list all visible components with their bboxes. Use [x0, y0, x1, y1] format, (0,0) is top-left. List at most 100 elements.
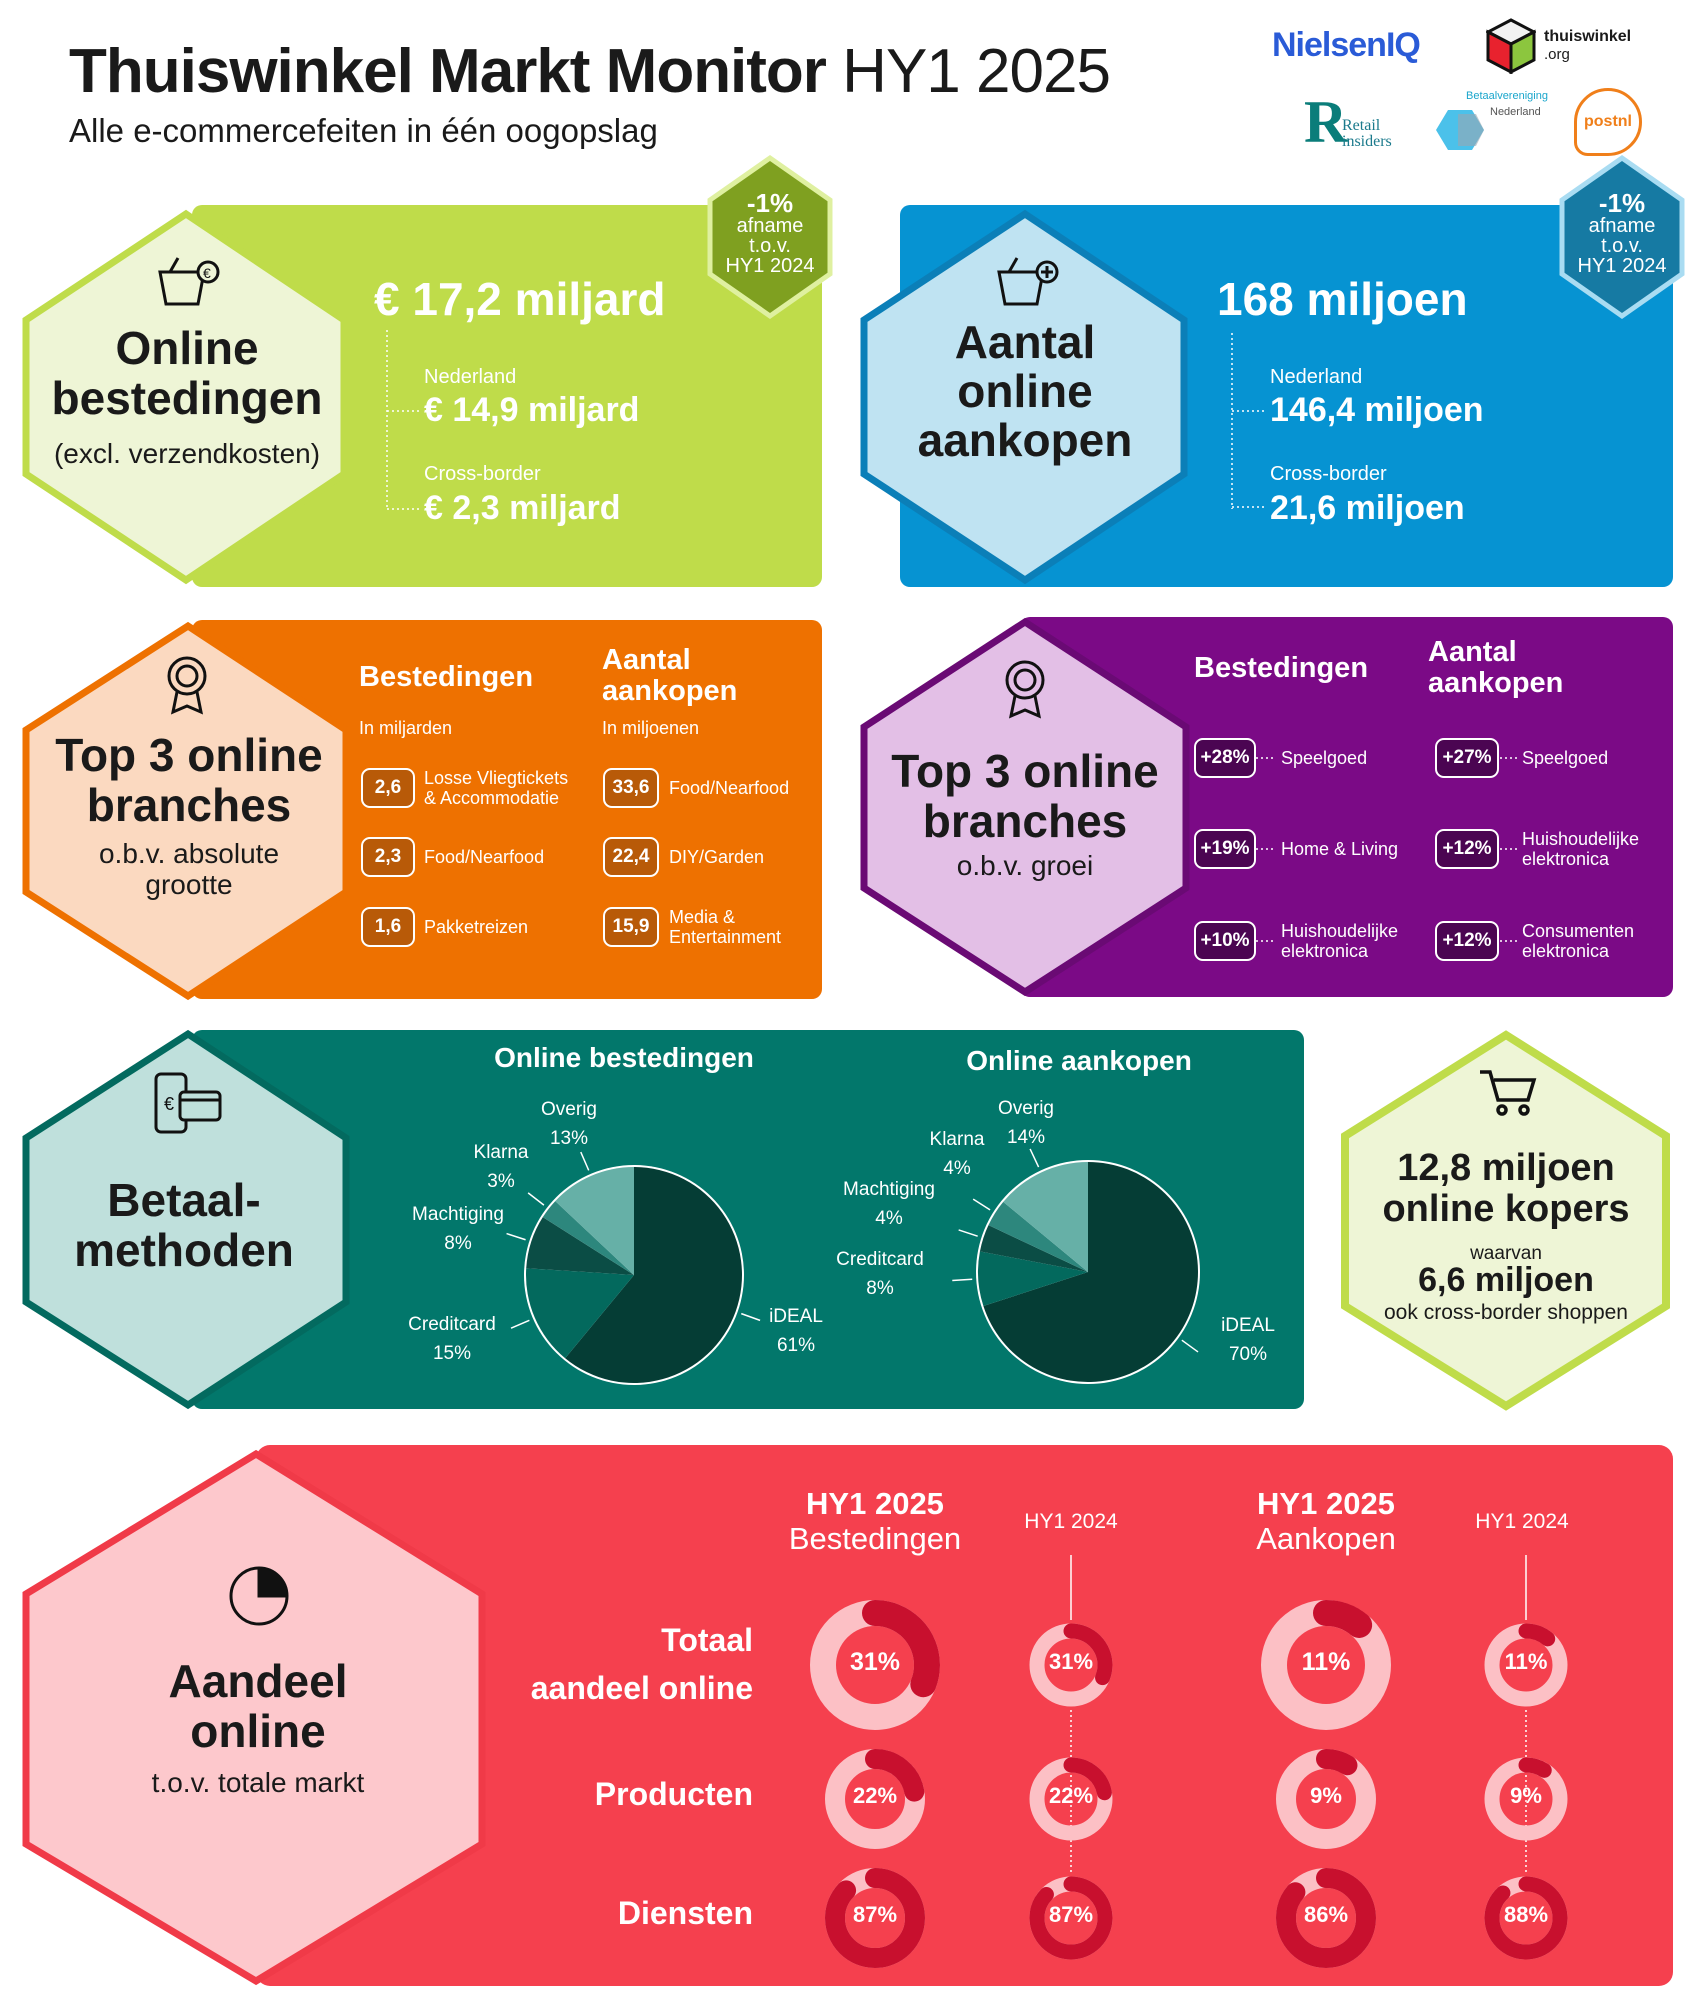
- spend-panel: [192, 205, 822, 587]
- postnl-logo: postnl: [1574, 88, 1642, 156]
- donut-value-label: 9%: [1510, 1783, 1542, 1808]
- buyers-crossborder-label: ook cross-border shoppen: [1384, 1301, 1628, 1324]
- branch-label: Losse Vliegtickets & Accommodatie: [424, 768, 568, 808]
- branch-value-badge: 22,4: [603, 837, 659, 877]
- connector-lines: [386, 330, 1518, 942]
- spend-total: € 17,2 miljard: [374, 273, 666, 325]
- pie-label-name: Machtiging: [843, 1179, 935, 1200]
- branch-value-badge: 15,9: [603, 907, 659, 947]
- share-row1-label: Totaal aandeel online: [530, 1622, 753, 1706]
- branch-label-line: DIY/Garden: [669, 847, 765, 867]
- share-row2-label: Producten: [594, 1776, 753, 1812]
- spend-nl-label: Nederland: [424, 366, 517, 388]
- pie2-title: Online aankopen: [966, 1045, 1192, 1076]
- branch-label-line: Home & Living: [1281, 839, 1399, 859]
- branch-value-badge: 1,6: [361, 907, 415, 947]
- payment-panel: [192, 1030, 1304, 1409]
- spend-nl-value: € 14,9 miljard: [424, 391, 640, 429]
- pie-label-value: 14%: [1006, 1127, 1046, 1148]
- branch-value-badge: 33,6: [603, 768, 659, 808]
- pie-label-klarna: Klarna 4%: [930, 1125, 985, 1183]
- buyers-waarvan: waarvan: [1470, 1243, 1542, 1264]
- purchases-cb-label: Cross-border: [1270, 463, 1387, 485]
- branch-label-line: Pakketreizen: [424, 917, 529, 937]
- spend-note: (excl. verzendkosten): [53, 438, 321, 469]
- pie-label-machtiging: Machtiging 4%: [843, 1175, 935, 1233]
- pie-label-value: 3%: [487, 1171, 515, 1192]
- period: HY1 2025: [842, 37, 1111, 106]
- thuiswinkel-logo-text: thuiswinkel: [1544, 28, 1632, 45]
- purchases-total: 168 miljoen: [1217, 273, 1468, 325]
- branch-label-line: Speelgoed: [1522, 748, 1609, 768]
- buyers-crossborder-count: 6,6 miljoen: [1418, 1261, 1594, 1299]
- branch-value-badge: +19%: [1194, 829, 1256, 869]
- pie-label-value: 4%: [875, 1208, 903, 1229]
- spend-badge-hex: [707, 154, 833, 320]
- branch-label-line: elektronica: [1522, 849, 1610, 869]
- branch-value-badge: 2,3: [361, 837, 415, 877]
- share-col3-header: HY1 2025 Aankopen: [1256, 1486, 1396, 1556]
- thuiswinkel-logo: [1484, 18, 1538, 79]
- pie-label-value: 4%: [943, 1158, 971, 1179]
- donut-value-label: 88%: [1503, 1902, 1549, 1927]
- donut-value-label: 87%: [852, 1902, 898, 1927]
- share-subtitle: t.o.v. totale markt: [151, 1767, 365, 1798]
- pie-label-name: iDEAL: [769, 1306, 823, 1327]
- branch-label-line: elektronica: [1522, 941, 1610, 961]
- spend-hexagon: [22, 209, 348, 585]
- branch-label: DIY/Garden: [669, 847, 764, 867]
- branch-label-line: Huishoudelijke: [1281, 921, 1399, 941]
- branch-label-line: Food/Nearfood: [424, 847, 545, 867]
- top-growth-col1-header: Bestedingen: [1194, 652, 1369, 684]
- pie-label-machtiging: Machtiging 8%: [412, 1200, 504, 1258]
- top-abs-title: Top 3 online branches: [55, 729, 323, 831]
- top-abs-col1-unit: In miljarden: [359, 718, 453, 738]
- spend-change-badge: -1% afname t.o.v. HY1 2024: [725, 188, 815, 277]
- branch-label: Pakketreizen: [424, 917, 528, 937]
- branch-value-badge: +10%: [1194, 921, 1256, 961]
- top-abs-col2-unit: In miljoenen: [602, 718, 700, 738]
- cube-icon: [1484, 18, 1538, 75]
- top-growth-title: Top 3 online branches: [891, 745, 1159, 847]
- top-growth-subtitle: o.b.v. groei: [956, 850, 1094, 881]
- betaalvereniging-logo-icon: [1436, 110, 1484, 150]
- pie-label-creditcard: Creditcard 15%: [408, 1310, 496, 1368]
- share-panel: [256, 1445, 1673, 1986]
- pie-label-name: Klarna: [929, 1129, 985, 1150]
- branch-label-line: Huishoudelijke: [1522, 829, 1640, 849]
- branch-label-line: elektronica: [1281, 941, 1369, 961]
- top-abs-col2-header: Aantal aankopen: [602, 644, 738, 707]
- branch-label-line: Consumenten: [1522, 921, 1635, 941]
- payment-hexagon: [22, 1029, 350, 1410]
- top-growth-hexagon: [860, 617, 1190, 997]
- donut-value-label: 22%: [1048, 1783, 1094, 1808]
- branch-label: Home & Living: [1281, 839, 1398, 859]
- branch-label-line: Entertainment: [669, 927, 782, 947]
- pie-label-name: Overig: [998, 1098, 1054, 1119]
- top-abs-panel: [192, 620, 822, 999]
- purchases-nl-label: Nederland: [1270, 366, 1363, 388]
- pie-label-name: iDEAL: [1221, 1315, 1275, 1336]
- nielseniq-logo: NielsenIQ: [1272, 26, 1421, 64]
- betaalvereniging-logo-sub: Nederland: [1490, 106, 1541, 118]
- share-col2-header: HY1 2024: [1024, 1510, 1118, 1533]
- branch-label: Media & Entertainment: [669, 907, 781, 947]
- branch-label-line: Media &: [669, 907, 736, 927]
- top-abs-hexagon: [22, 621, 350, 1001]
- retail-insiders-logo: R: [1304, 89, 1348, 155]
- branch-label: Speelgoed: [1281, 748, 1367, 768]
- page-title: Thuiswinkel Markt Monitor HY1 2025: [69, 37, 1111, 106]
- branch-label-line: Food/Nearfood: [669, 778, 790, 798]
- branch-label: Consumenten elektronica: [1522, 921, 1634, 961]
- pie-label-name: Klarna: [473, 1142, 529, 1163]
- pie-label-ideal: iDEAL 61%: [769, 1302, 823, 1360]
- thuiswinkel-logo-sub: .org: [1544, 46, 1570, 63]
- betaalvereniging-logo-text: Betaalvereniging: [1466, 90, 1548, 102]
- purchases-cb-value: 21,6 miljoen: [1270, 489, 1465, 527]
- spend-cb-label: Cross-border: [424, 463, 541, 485]
- pie-label-name: Creditcard: [408, 1314, 496, 1335]
- top-growth-panel: [1020, 617, 1673, 997]
- pie-label-name: Creditcard: [836, 1249, 924, 1270]
- buyers-count: 12,8 miljoen online kopers: [1382, 1147, 1630, 1230]
- donut-value-label: 11%: [1504, 1649, 1548, 1674]
